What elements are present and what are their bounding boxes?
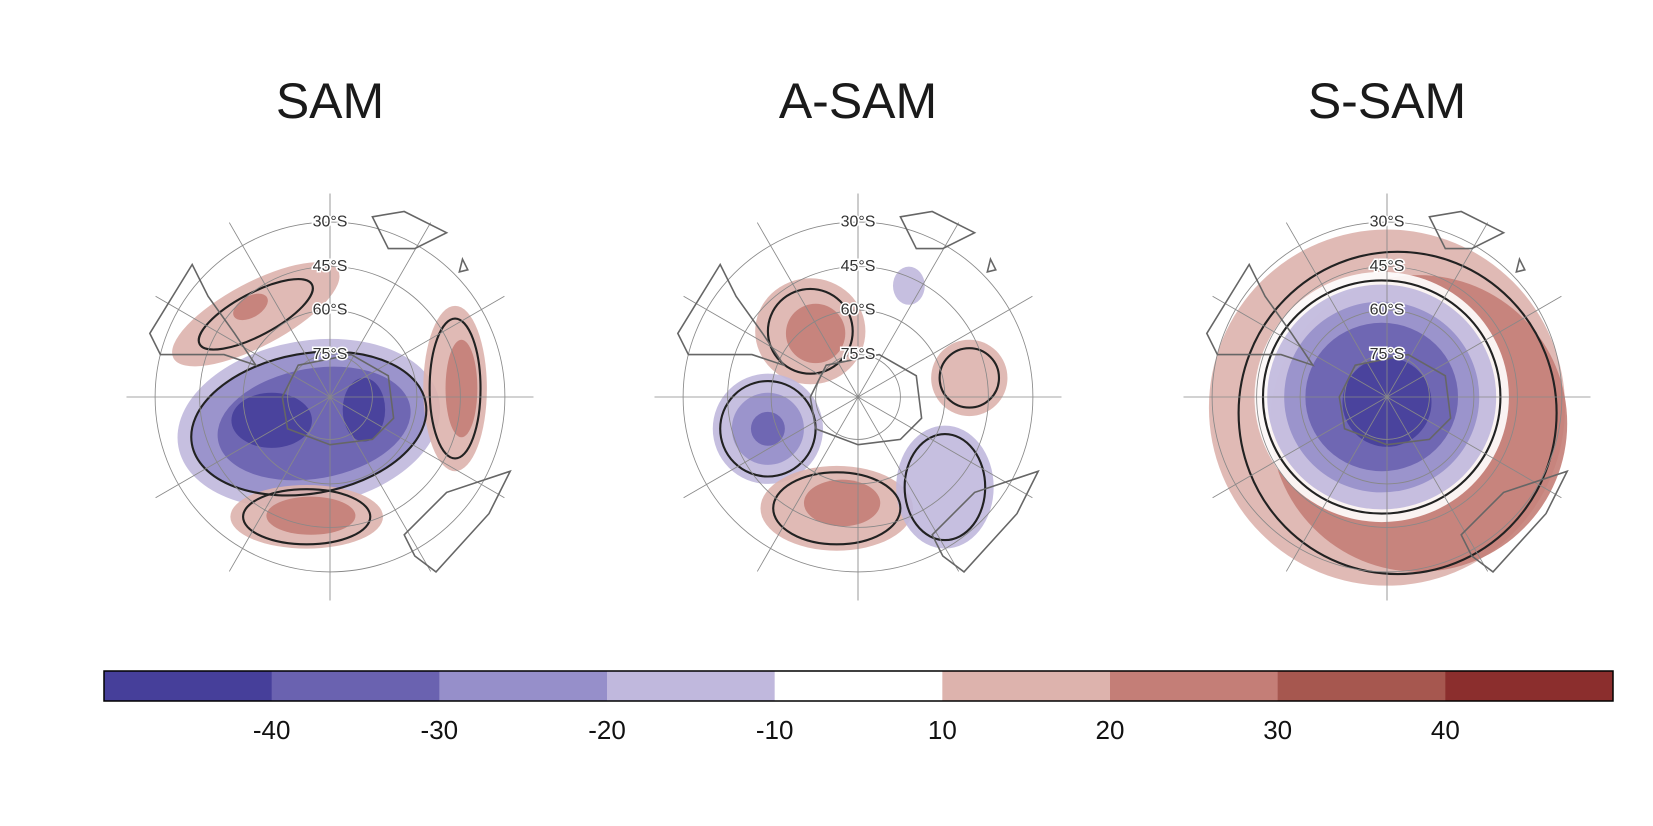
colorbar-tick-label: 10 (928, 715, 957, 745)
contour-line (766, 287, 854, 375)
latitude-label: 30°S (1370, 213, 1405, 230)
colorbar-tick-label: 30 (1263, 715, 1292, 745)
field-shading (803, 479, 881, 527)
contour-line (190, 350, 428, 497)
polar-map (654, 193, 1062, 601)
colorbar-box (104, 671, 273, 701)
latitude-label: 75°S (1370, 346, 1405, 363)
contour-line (903, 433, 987, 542)
colorbar: -40 -30 -20 -10 10 20 30 40 (103, 670, 1614, 745)
colorbar-box (607, 671, 776, 701)
colorbar-box (1277, 671, 1446, 701)
colorbar-box (774, 671, 943, 701)
panel-title: A-SAM (779, 73, 937, 129)
map-frame (1183, 193, 1591, 601)
colorbar-tick-label: -10 (756, 715, 794, 745)
colorbar-box (1110, 671, 1279, 701)
colorbar-tick-label: -30 (421, 715, 459, 745)
polar-map (1183, 193, 1591, 601)
colorbar-tick-label: 40 (1431, 715, 1460, 745)
panel-title: SAM (276, 73, 384, 129)
colorbar-tick-label: -40 (253, 715, 291, 745)
colorbar-tick-label: 20 (1096, 715, 1125, 745)
latitude-label: 30°S (841, 213, 876, 230)
coastline (1460, 469, 1569, 573)
field-shading (342, 377, 386, 442)
colorbar-box (271, 671, 440, 701)
colorbar-box (942, 671, 1111, 701)
map-frame (654, 193, 1062, 601)
coastline (1205, 262, 1315, 367)
field-shading (750, 411, 785, 446)
latitude-label: 60°S (313, 301, 348, 318)
map-frame (126, 193, 534, 601)
field-shading (896, 425, 994, 549)
contour-line (197, 278, 314, 351)
latitude-label: 60°S (1370, 301, 1405, 318)
coastline (458, 256, 469, 274)
latitude-label: 75°S (313, 346, 348, 363)
colorbar-box (1445, 671, 1614, 701)
contour-line (772, 471, 902, 546)
coastline (403, 469, 512, 573)
coastline (931, 469, 1040, 573)
coastline (1338, 353, 1452, 446)
latitude-label: 45°S (1370, 258, 1405, 275)
coastline (809, 353, 923, 446)
colorbar-tick-label: -20 (588, 715, 626, 745)
meridian (1212, 295, 1562, 499)
latitude-label: 45°S (841, 258, 876, 275)
colorbar-box (439, 671, 608, 701)
contour-line (428, 317, 482, 460)
latitude-label: 30°S (313, 213, 348, 230)
coastline (371, 210, 449, 250)
coastline (1515, 256, 1526, 274)
latitude-label: 45°S (313, 258, 348, 275)
coastline (281, 353, 395, 446)
latitude-label: 60°S (841, 301, 876, 318)
contour-line (938, 347, 1001, 409)
coastline (676, 262, 786, 367)
field-shading (266, 496, 356, 535)
polar-map (126, 193, 534, 601)
contour-line (1237, 250, 1558, 576)
field-shading (785, 303, 846, 364)
field-shading (892, 266, 925, 305)
panel-title: S-SAM (1308, 73, 1466, 129)
field-shading (445, 339, 478, 438)
coastline (1428, 210, 1506, 250)
field-shading (233, 293, 268, 321)
coastline (899, 210, 977, 250)
colorbar-border (103, 670, 1614, 702)
latitude-label: 75°S (841, 346, 876, 363)
meridian (683, 295, 1033, 499)
meridian (155, 295, 505, 499)
contour-line (242, 488, 372, 546)
coastline (986, 256, 997, 274)
coastline (148, 262, 258, 367)
